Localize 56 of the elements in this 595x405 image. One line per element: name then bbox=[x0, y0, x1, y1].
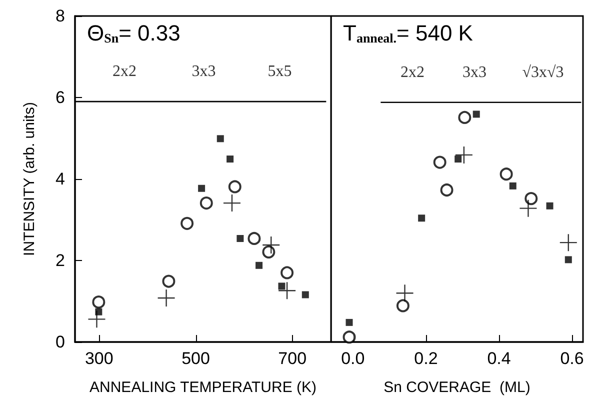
point bbox=[454, 156, 462, 163]
point bbox=[280, 266, 294, 280]
x-tick-label: 500 bbox=[182, 349, 210, 368]
point bbox=[418, 214, 426, 222]
point bbox=[228, 180, 242, 194]
point bbox=[88, 310, 106, 328]
point bbox=[396, 299, 410, 312]
annotation: 2x2 bbox=[112, 63, 137, 80]
point bbox=[564, 256, 572, 264]
y-tick-label: 4 bbox=[56, 170, 65, 188]
point bbox=[158, 289, 175, 306]
x-axis-title: ANNEALING TEMPERATURE (K) bbox=[90, 379, 316, 396]
point bbox=[396, 284, 414, 302]
point bbox=[256, 262, 263, 269]
point bbox=[520, 200, 537, 217]
point bbox=[500, 168, 513, 181]
annotation: 3x3 bbox=[192, 63, 216, 80]
point bbox=[162, 274, 176, 288]
point bbox=[458, 110, 472, 124]
y-tick-label: 6 bbox=[56, 88, 65, 107]
y-tick-label: 2 bbox=[56, 251, 65, 270]
point bbox=[198, 184, 206, 192]
annotation: Tanneal.= 540 K bbox=[343, 20, 474, 46]
y-axis-title: INTENSITY (arb. units) bbox=[21, 102, 38, 256]
point bbox=[524, 192, 538, 206]
point bbox=[180, 216, 194, 230]
point bbox=[433, 156, 446, 169]
annotation: 2x2 bbox=[400, 64, 424, 81]
point bbox=[226, 156, 234, 163]
x-tick-label: 700 bbox=[278, 349, 307, 368]
y-tick-label: 0 bbox=[56, 332, 65, 352]
point bbox=[278, 282, 296, 300]
annotation: √3x√3 bbox=[522, 64, 564, 81]
point bbox=[509, 182, 516, 190]
x-tick-label: 0.0 bbox=[341, 349, 365, 368]
point bbox=[302, 291, 309, 298]
point bbox=[342, 330, 356, 344]
annotation: ΘSn= 0.33 bbox=[87, 20, 180, 46]
y-tick-label: 8 bbox=[56, 6, 65, 26]
point bbox=[92, 296, 106, 309]
point bbox=[346, 318, 353, 326]
x-axis-title: Sn COVERAGE (ML) bbox=[384, 379, 530, 396]
annotation: 5x5 bbox=[268, 63, 292, 80]
x-tick-label: 300 bbox=[84, 349, 114, 368]
point bbox=[472, 110, 480, 118]
point bbox=[546, 202, 554, 210]
point bbox=[248, 232, 261, 245]
point bbox=[236, 234, 244, 242]
point bbox=[200, 196, 213, 210]
annotation: 3x3 bbox=[462, 64, 487, 81]
point bbox=[216, 135, 224, 142]
x-tick-label: 0.4 bbox=[487, 349, 511, 368]
x-tick-label: 0.2 bbox=[414, 349, 438, 368]
x-tick-label: 0.6 bbox=[560, 349, 584, 368]
point bbox=[440, 184, 454, 196]
point bbox=[278, 282, 286, 290]
